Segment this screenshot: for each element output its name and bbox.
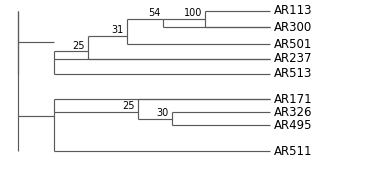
- Text: AR513: AR513: [274, 67, 312, 80]
- Text: 100: 100: [184, 8, 202, 18]
- Text: 25: 25: [123, 101, 135, 111]
- Text: AR237: AR237: [274, 52, 312, 65]
- Text: AR171: AR171: [274, 93, 312, 106]
- Text: AR326: AR326: [274, 106, 312, 119]
- Text: 31: 31: [112, 25, 124, 35]
- Text: AR300: AR300: [274, 21, 312, 34]
- Text: AR501: AR501: [274, 38, 312, 51]
- Text: 54: 54: [148, 8, 160, 18]
- Text: AR113: AR113: [274, 4, 312, 17]
- Text: AR511: AR511: [274, 145, 312, 158]
- Text: AR495: AR495: [274, 119, 312, 132]
- Text: 30: 30: [156, 108, 169, 118]
- Text: 25: 25: [73, 40, 85, 51]
